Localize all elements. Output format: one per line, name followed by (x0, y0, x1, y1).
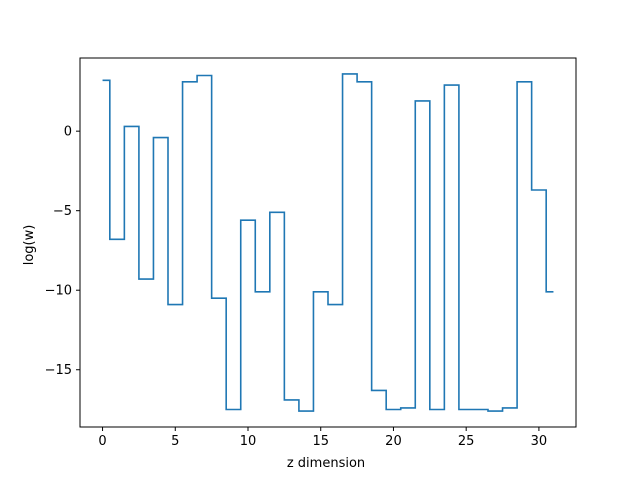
x-tick-label: 25 (458, 434, 475, 449)
y-tick-label: 0 (64, 125, 72, 140)
y-axis-label: log(w) (22, 225, 37, 266)
x-tick-label: 30 (531, 434, 548, 449)
x-tick-label: 20 (385, 434, 402, 449)
x-tick-label: 5 (171, 434, 179, 449)
series-line (102, 73, 554, 412)
x-tick-label: 10 (240, 434, 257, 449)
y-tick-label: −10 (45, 284, 72, 299)
y-tick-label: −15 (45, 363, 72, 378)
y-tick-label: −5 (53, 204, 72, 219)
axes-frame (79, 57, 577, 428)
x-axis-label: z dimension (287, 456, 365, 471)
x-tick-label: 15 (312, 434, 329, 449)
data-layer (102, 73, 554, 412)
axes-layer: 0 5 10 15 20 25 30 −15 −10 −5 0 (45, 57, 577, 449)
x-tick-label: 0 (98, 434, 106, 449)
